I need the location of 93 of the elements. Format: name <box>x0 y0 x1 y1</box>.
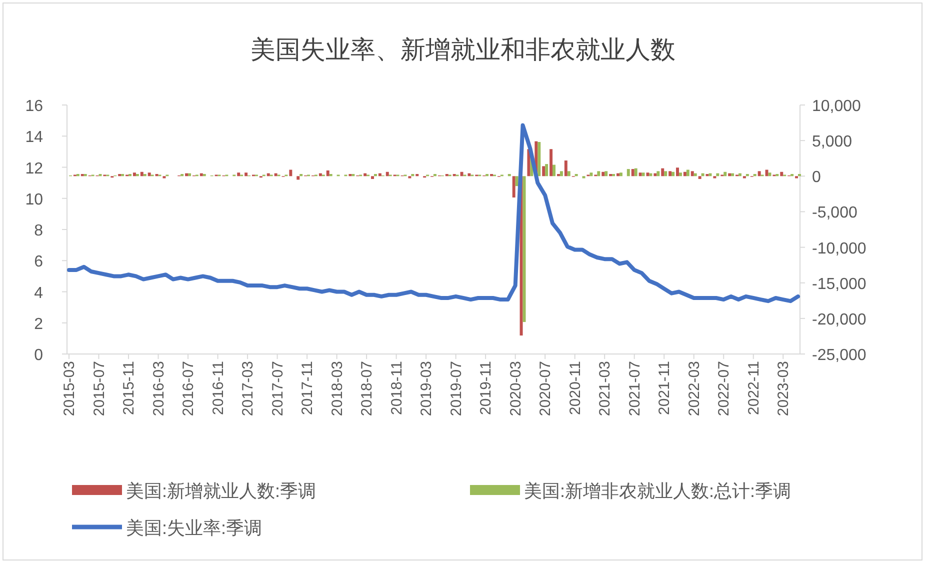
x-tick-label: 2018-03 <box>328 361 346 416</box>
bar <box>683 172 686 176</box>
y2-tick-label: -10,000 <box>812 240 866 258</box>
bar <box>590 172 593 176</box>
bar <box>527 149 530 176</box>
legend-label: 美国:新增就业人数:季调 <box>126 481 316 501</box>
bar <box>552 164 556 176</box>
y-tick-label: 6 <box>34 254 44 271</box>
x-tick-label: 2019-07 <box>448 361 465 416</box>
y2-tick-label: 0 <box>812 169 821 186</box>
x-tick-label: 2020-07 <box>537 361 554 416</box>
x-tick-label: 2015-03 <box>61 361 78 416</box>
x-tick-label: 2016-07 <box>180 361 198 416</box>
x-tick-label: 2016-03 <box>150 361 168 416</box>
bar <box>686 170 690 176</box>
x-tick-label: 2022-07 <box>716 361 733 416</box>
legend-label: 美国:新增非农就业人数:总计:季调 <box>524 481 792 501</box>
x-tick-label: 2015-11 <box>120 361 138 415</box>
y2-tick-label: -20,000 <box>812 311 866 328</box>
bar <box>642 172 645 176</box>
bar <box>631 169 634 176</box>
bar <box>626 169 630 176</box>
x-tick-label: 2017-11 <box>299 361 316 415</box>
bar <box>664 171 668 176</box>
y2-tick-label: -5,000 <box>812 204 858 222</box>
x-tick-label: 2022-03 <box>686 361 703 416</box>
bar <box>244 172 248 176</box>
bar <box>560 171 563 176</box>
x-tick-label: 2019-11 <box>478 361 495 415</box>
bar <box>296 176 300 180</box>
bar <box>780 172 784 176</box>
bar <box>538 142 541 176</box>
bar <box>148 172 151 176</box>
bar <box>676 168 679 176</box>
x-tick-label: 2017-03 <box>240 361 257 416</box>
bar <box>656 171 660 176</box>
bar <box>597 171 600 176</box>
bar <box>564 160 568 176</box>
y2-tick-label: -25,000 <box>812 347 866 364</box>
bar <box>567 171 570 176</box>
y-tick-label: 0 <box>34 347 44 364</box>
bar <box>386 172 389 176</box>
y2-tick-label: -15,000 <box>812 276 866 293</box>
bar <box>646 172 650 176</box>
y-tick-label: 12 <box>25 160 44 178</box>
y-tick-label: 2 <box>34 316 44 333</box>
bar <box>140 172 144 176</box>
bar <box>237 172 240 176</box>
bar <box>668 171 672 176</box>
bar <box>768 172 772 176</box>
bar <box>638 172 642 176</box>
bar <box>460 172 464 176</box>
bar <box>371 176 374 179</box>
chart-title: 美国失业率、新增就业和非农就业人数 <box>250 36 676 64</box>
bar <box>604 171 608 176</box>
bar <box>634 168 638 176</box>
x-tick-label: 2018-07 <box>358 361 376 416</box>
bar <box>619 172 622 176</box>
x-tick-label: 2017-07 <box>269 361 286 416</box>
x-tick-label: 2021-03 <box>596 361 614 416</box>
bar <box>724 172 727 176</box>
bar <box>545 164 548 176</box>
x-tick-label: 2021-07 <box>626 361 644 416</box>
bar <box>672 172 675 176</box>
x-tick-label: 2021-11 <box>656 361 674 415</box>
y2-tick-label: 5,000 <box>812 134 852 151</box>
x-tick-label: 2023-03 <box>775 361 792 416</box>
bar <box>678 172 682 176</box>
x-tick-label: 2020-11 <box>566 361 584 415</box>
x-tick-label: 2020-03 <box>507 361 524 416</box>
bar <box>661 168 664 176</box>
bar <box>542 166 546 176</box>
bar <box>289 170 292 176</box>
x-tick-label: 2016-11 <box>210 361 227 415</box>
y2-tick-label: 10,000 <box>812 98 862 115</box>
legend-label: 美国:失业率:季调 <box>126 518 262 538</box>
bar <box>690 171 694 176</box>
y-tick-label: 14 <box>25 129 44 146</box>
bar <box>132 172 136 176</box>
x-tick-label: 2019-03 <box>418 361 436 416</box>
bar <box>550 149 553 176</box>
bar <box>512 176 516 198</box>
y-tick-label: 8 <box>34 222 44 240</box>
y-tick-label: 10 <box>25 191 44 208</box>
x-tick-label: 2015-07 <box>90 361 108 416</box>
y-tick-label: 4 <box>34 284 44 302</box>
bar <box>326 170 330 176</box>
x-tick-label: 2022-11 <box>745 361 762 415</box>
y-tick-label: 16 <box>25 98 44 115</box>
x-tick-label: 2018-11 <box>388 361 406 415</box>
bar <box>602 172 605 176</box>
bar <box>758 171 761 176</box>
bar <box>698 176 702 179</box>
